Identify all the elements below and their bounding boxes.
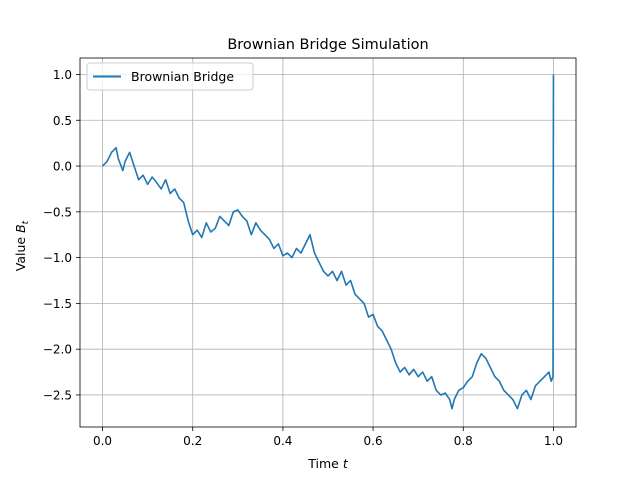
- x-tick-label: 0.4: [273, 434, 292, 448]
- y-tick-label: −2.0: [43, 343, 72, 357]
- x-tick-label: 0.8: [454, 434, 473, 448]
- y-tick-label: −1.0: [43, 251, 72, 265]
- y-axis-label: Value Bt: [13, 220, 31, 271]
- legend-entry-brownian-bridge: Brownian Bridge: [131, 69, 234, 84]
- ticks: 0.0 0.2 0.4 0.6 0.8 1.0 1.0 0.5 0.0 −0.5 −1.0 −1.5 −…: [43, 68, 563, 448]
- chart-title: Brownian Bridge Simulation: [227, 37, 428, 53]
- axes: [79, 57, 577, 428]
- x-axis-label: Time t: [307, 456, 349, 471]
- x-tick-label: 0.2: [183, 434, 202, 448]
- legend: Brownian Bridge: [86, 62, 254, 91]
- y-tick-label: −0.5: [43, 205, 72, 219]
- y-tick-label: −1.5: [43, 297, 72, 311]
- y-tick-label: 0.0: [53, 160, 72, 174]
- x-tick-label: 1.0: [544, 434, 563, 448]
- x-tick-label: 0.0: [93, 434, 112, 448]
- series-layer: [101, 74, 555, 410]
- series-line-brownian-bridge: [101, 74, 555, 410]
- y-tick-label: 0.5: [53, 114, 72, 128]
- grid: [80, 58, 576, 427]
- y-tick-label: 1.0: [53, 68, 72, 82]
- legend-box: [86, 62, 254, 91]
- y-tick-label: −2.5: [43, 388, 72, 402]
- x-tick-label: 0.6: [364, 434, 383, 448]
- plot-frame: [79, 57, 577, 428]
